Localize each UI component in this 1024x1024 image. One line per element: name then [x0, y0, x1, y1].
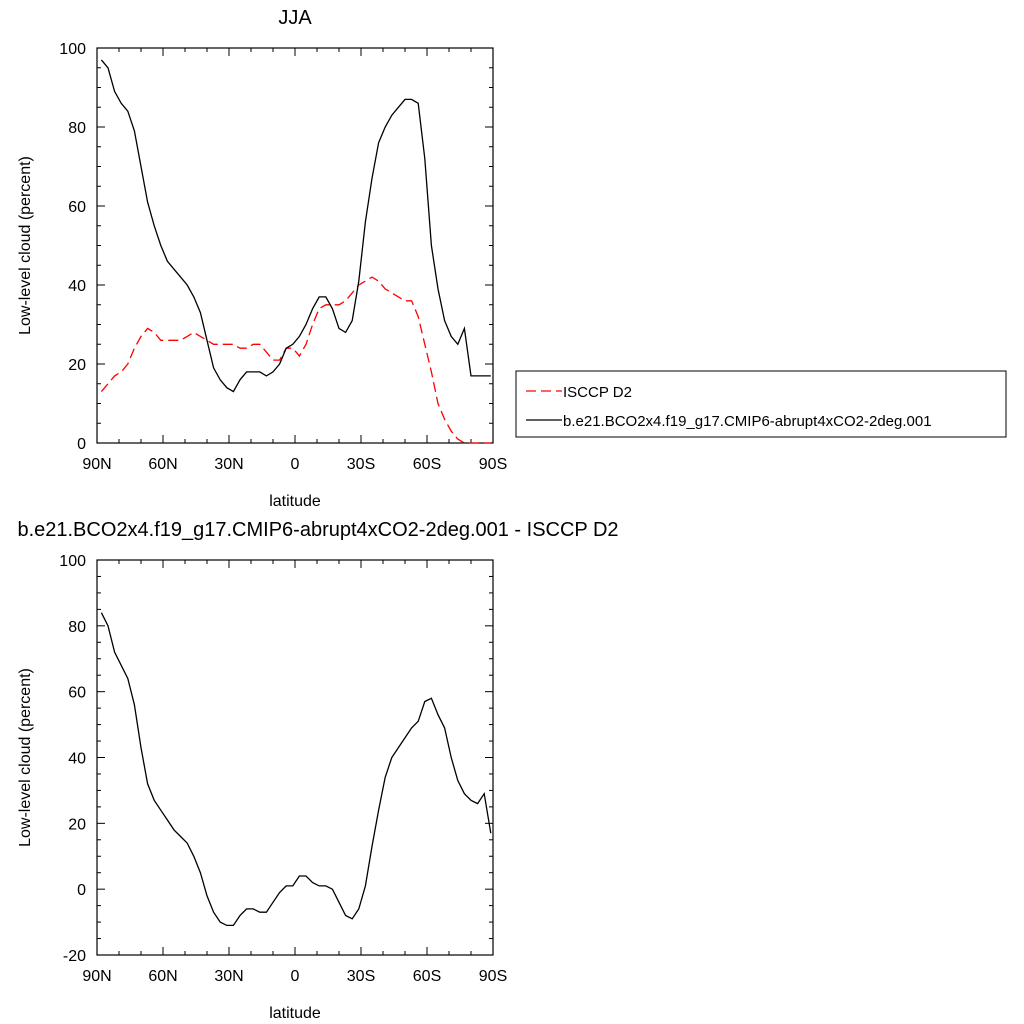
chart-title: b.e21.BCO2x4.f19_g17.CMIP6-abrupt4xCO2-2…	[17, 519, 618, 541]
y-axis-label: Low-level cloud (percent)	[17, 156, 34, 335]
x-axis-label: latitude	[269, 1005, 321, 1022]
x-tick-label: 60N	[148, 968, 177, 985]
y-tick-label: 100	[59, 41, 86, 58]
series-line-1	[100, 612, 492, 927]
y-tick-label: 40	[68, 751, 86, 768]
x-tick-label: 0	[291, 456, 300, 473]
y-axis-label: Low-level cloud (percent)	[17, 668, 34, 847]
x-tick-label: 90S	[479, 968, 507, 985]
y-tick-label: 80	[68, 120, 86, 137]
y-tick-label: 20	[68, 357, 86, 374]
series-line-2	[100, 59, 491, 393]
y-tick-label: 60	[68, 199, 86, 216]
x-tick-label: 60N	[148, 456, 177, 473]
x-tick-label: 60S	[413, 456, 441, 473]
x-tick-label: 30N	[214, 968, 243, 985]
y-tick-label: 60	[68, 685, 86, 702]
x-tick-label: 30N	[214, 456, 243, 473]
x-tick-label: 30S	[347, 968, 375, 985]
x-tick-label: 60S	[413, 968, 441, 985]
y-tick-label: 100	[59, 553, 86, 570]
y-tick-label: 0	[77, 882, 86, 899]
y-tick-label: -20	[63, 948, 86, 965]
chart-panel-1	[96, 47, 494, 444]
y-tick-label: 80	[68, 619, 86, 636]
x-tick-label: 90S	[479, 456, 507, 473]
x-tick-label: 90N	[82, 968, 111, 985]
y-tick-label: 40	[68, 278, 86, 295]
x-tick-label: 90N	[82, 456, 111, 473]
legend-box	[515, 370, 1007, 438]
legend	[515, 370, 1007, 438]
x-tick-label: 30S	[347, 456, 375, 473]
chart-panel-2	[96, 559, 494, 956]
series-line-1	[100, 276, 491, 444]
y-tick-label: 20	[68, 816, 86, 833]
x-axis-label: latitude	[269, 493, 321, 510]
legend-label-2: b.e21.BCO2x4.f19_g17.CMIP6-abrupt4xCO2-2…	[563, 413, 932, 430]
y-tick-label: 0	[77, 436, 86, 453]
plot-frame	[96, 559, 494, 956]
x-tick-label: 0	[291, 968, 300, 985]
legend-label-1: ISCCP D2	[563, 384, 632, 401]
chart-title: JJA	[278, 7, 312, 29]
